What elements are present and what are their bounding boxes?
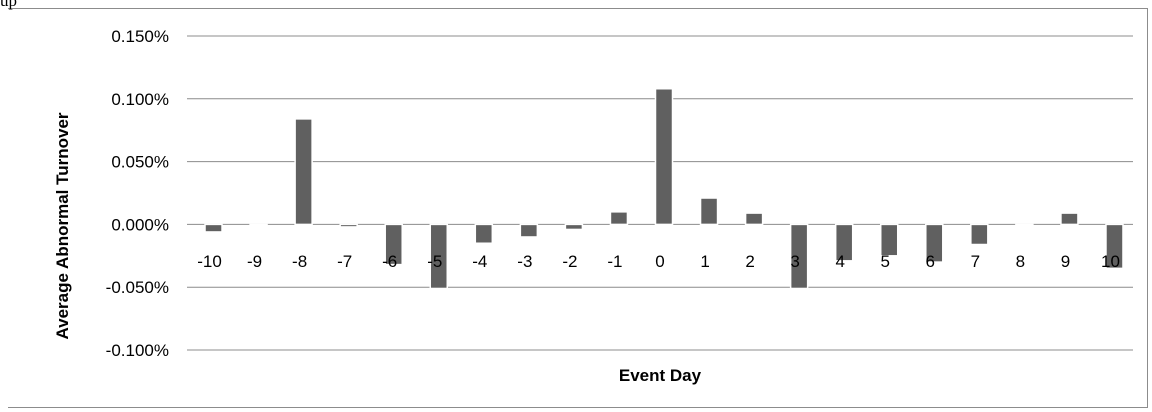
y-axis-title: Average Abnormal Turnover [53,112,72,339]
x-tick-label: -10 [197,252,222,271]
bar-day--10 [204,223,223,233]
bar-day--6 [384,223,403,266]
bar-day-4 [834,223,854,262]
y-tick-label: 0.050% [111,153,169,172]
bar-day-1 [699,197,719,226]
top-text-fragment: up [0,0,17,10]
x-tick-label: 7 [971,252,980,271]
x-tick-label: -6 [382,252,397,271]
bars [204,88,1124,290]
x-tick-label: -5 [427,252,442,271]
x-tick-label: 9 [1061,252,1070,271]
bar-day-3 [789,223,809,290]
bar-day-6 [925,223,944,263]
y-tick-label: 0.150% [111,27,169,46]
x-tick-label: -1 [607,252,622,271]
x-tick-label: 1 [700,252,709,271]
bar-day-8 [1015,223,1034,227]
bar-day--3 [519,223,539,238]
bar-day--8 [294,118,313,226]
y-tick-label: -0.050% [106,278,169,297]
x-tick-label: -8 [292,252,307,271]
bar-day-7 [970,223,989,246]
bar-day--4 [474,223,494,244]
x-tick-label: -2 [562,252,577,271]
x-tick-label: -4 [472,252,487,271]
x-tick-label: -7 [337,252,352,271]
bar-day-9 [1060,212,1079,226]
x-tick-label: 10 [1101,252,1120,271]
x-axis-title: Event Day [619,366,702,385]
bar-day-10 [1105,223,1124,270]
bar-day-0 [654,88,674,226]
bar-day--7 [339,223,358,228]
x-tick-label: -9 [247,252,262,271]
y-tick-label: 0.000% [111,215,169,234]
x-tick-label: 6 [926,252,935,271]
x-tick-label: 4 [835,252,844,271]
x-tick-label: 8 [1016,252,1025,271]
bar-day-5 [879,223,899,257]
y-tick-label: -0.100% [106,341,169,360]
y-tick-labels: 0.150% 0.100% 0.050% 0.000% -0.050% -0.100% [106,27,169,360]
bar-day--1 [609,211,629,226]
bar-day-2 [744,212,764,226]
x-tick-label: 2 [745,252,754,271]
chart-frame [8,8,1148,408]
y-tick-label: 0.100% [111,90,169,109]
x-tick-label: 5 [881,252,890,271]
x-tick-label: -3 [517,252,532,271]
x-tick-label: 3 [790,252,799,271]
x-tick-label: 0 [655,252,664,271]
bar-day--2 [564,223,584,231]
bar-day--9 [249,223,268,227]
bar-day--5 [429,223,449,290]
x-tick-labels: -10 -9 -8 -7 -6 -5 -4 -3 -2 -1 0 1 2 3 4 5 6 7 8 9 10 [197,252,1120,271]
